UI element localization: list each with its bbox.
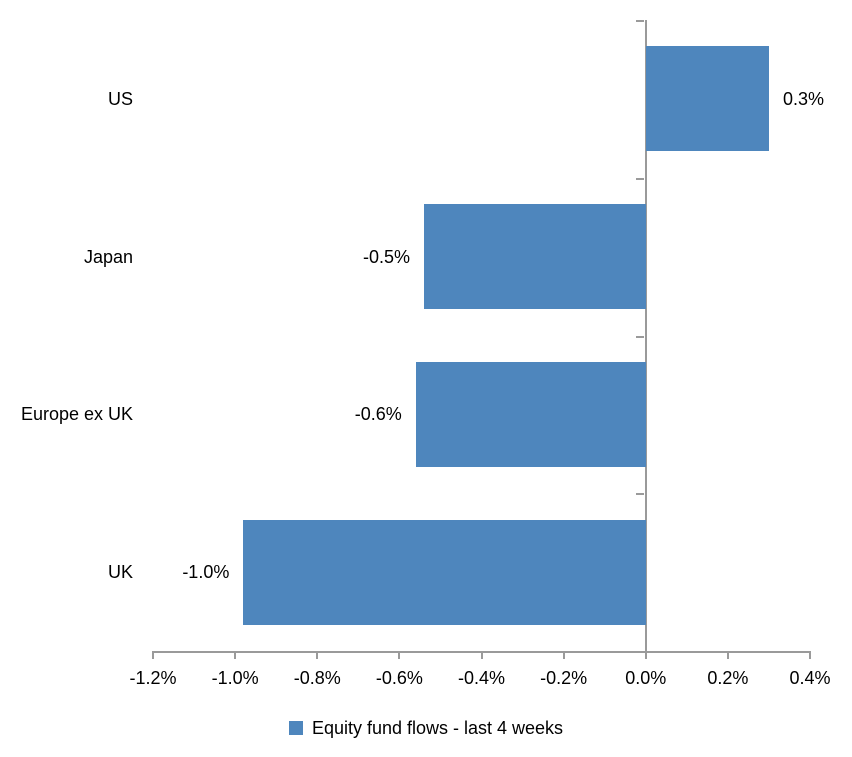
value-axis-tick xyxy=(398,651,401,659)
category-label-japan: Japan xyxy=(83,246,133,267)
data-label-uk: -1.0% xyxy=(182,562,230,583)
data-label-europe-ex-uk: -0.6% xyxy=(354,404,402,425)
x-tick-label: -0.4% xyxy=(457,668,506,688)
data-label-japan: -0.5% xyxy=(362,246,411,267)
bar-europe-ex-uk xyxy=(415,361,646,467)
legend-marker-icon xyxy=(288,721,303,735)
x-tick-label: 0.4% xyxy=(789,668,831,688)
category-axis-tick xyxy=(636,177,645,180)
legend-label: Equity fund flows - last 4 weeks xyxy=(311,718,564,738)
category-axis-tick xyxy=(636,493,645,496)
value-axis-tick xyxy=(316,651,319,659)
x-tick-label: 0.2% xyxy=(707,668,749,688)
value-axis-tick xyxy=(726,651,729,659)
x-tick-label: -0.6% xyxy=(375,668,423,688)
legend: Equity fund flows - last 4 weeks xyxy=(0,714,852,742)
value-axis-tick xyxy=(644,651,647,659)
category-label-uk: UK xyxy=(107,562,133,583)
x-tick-label: -0.8% xyxy=(293,668,341,688)
value-axis-tick xyxy=(809,651,811,659)
data-label-us: 0.3% xyxy=(782,88,824,109)
value-axis-tick xyxy=(152,651,154,659)
x-tick-label: -1.2% xyxy=(129,668,177,688)
x-tick-label: -1.0% xyxy=(211,668,259,688)
category-axis-tick xyxy=(636,20,645,22)
x-tick-label: -0.2% xyxy=(540,668,588,688)
bar-us xyxy=(645,46,769,152)
category-label-us: US xyxy=(107,88,133,109)
x-tick-label: 0.0% xyxy=(625,668,667,688)
category-label-europe-ex-uk: Europe ex UK xyxy=(20,404,133,425)
bar-japan xyxy=(424,204,646,310)
value-axis-tick xyxy=(234,651,237,659)
category-axis-line xyxy=(644,20,647,651)
value-axis-tick xyxy=(562,651,565,659)
value-axis-tick xyxy=(480,651,483,659)
category-axis-tick xyxy=(636,335,645,338)
bar-uk xyxy=(243,519,646,625)
